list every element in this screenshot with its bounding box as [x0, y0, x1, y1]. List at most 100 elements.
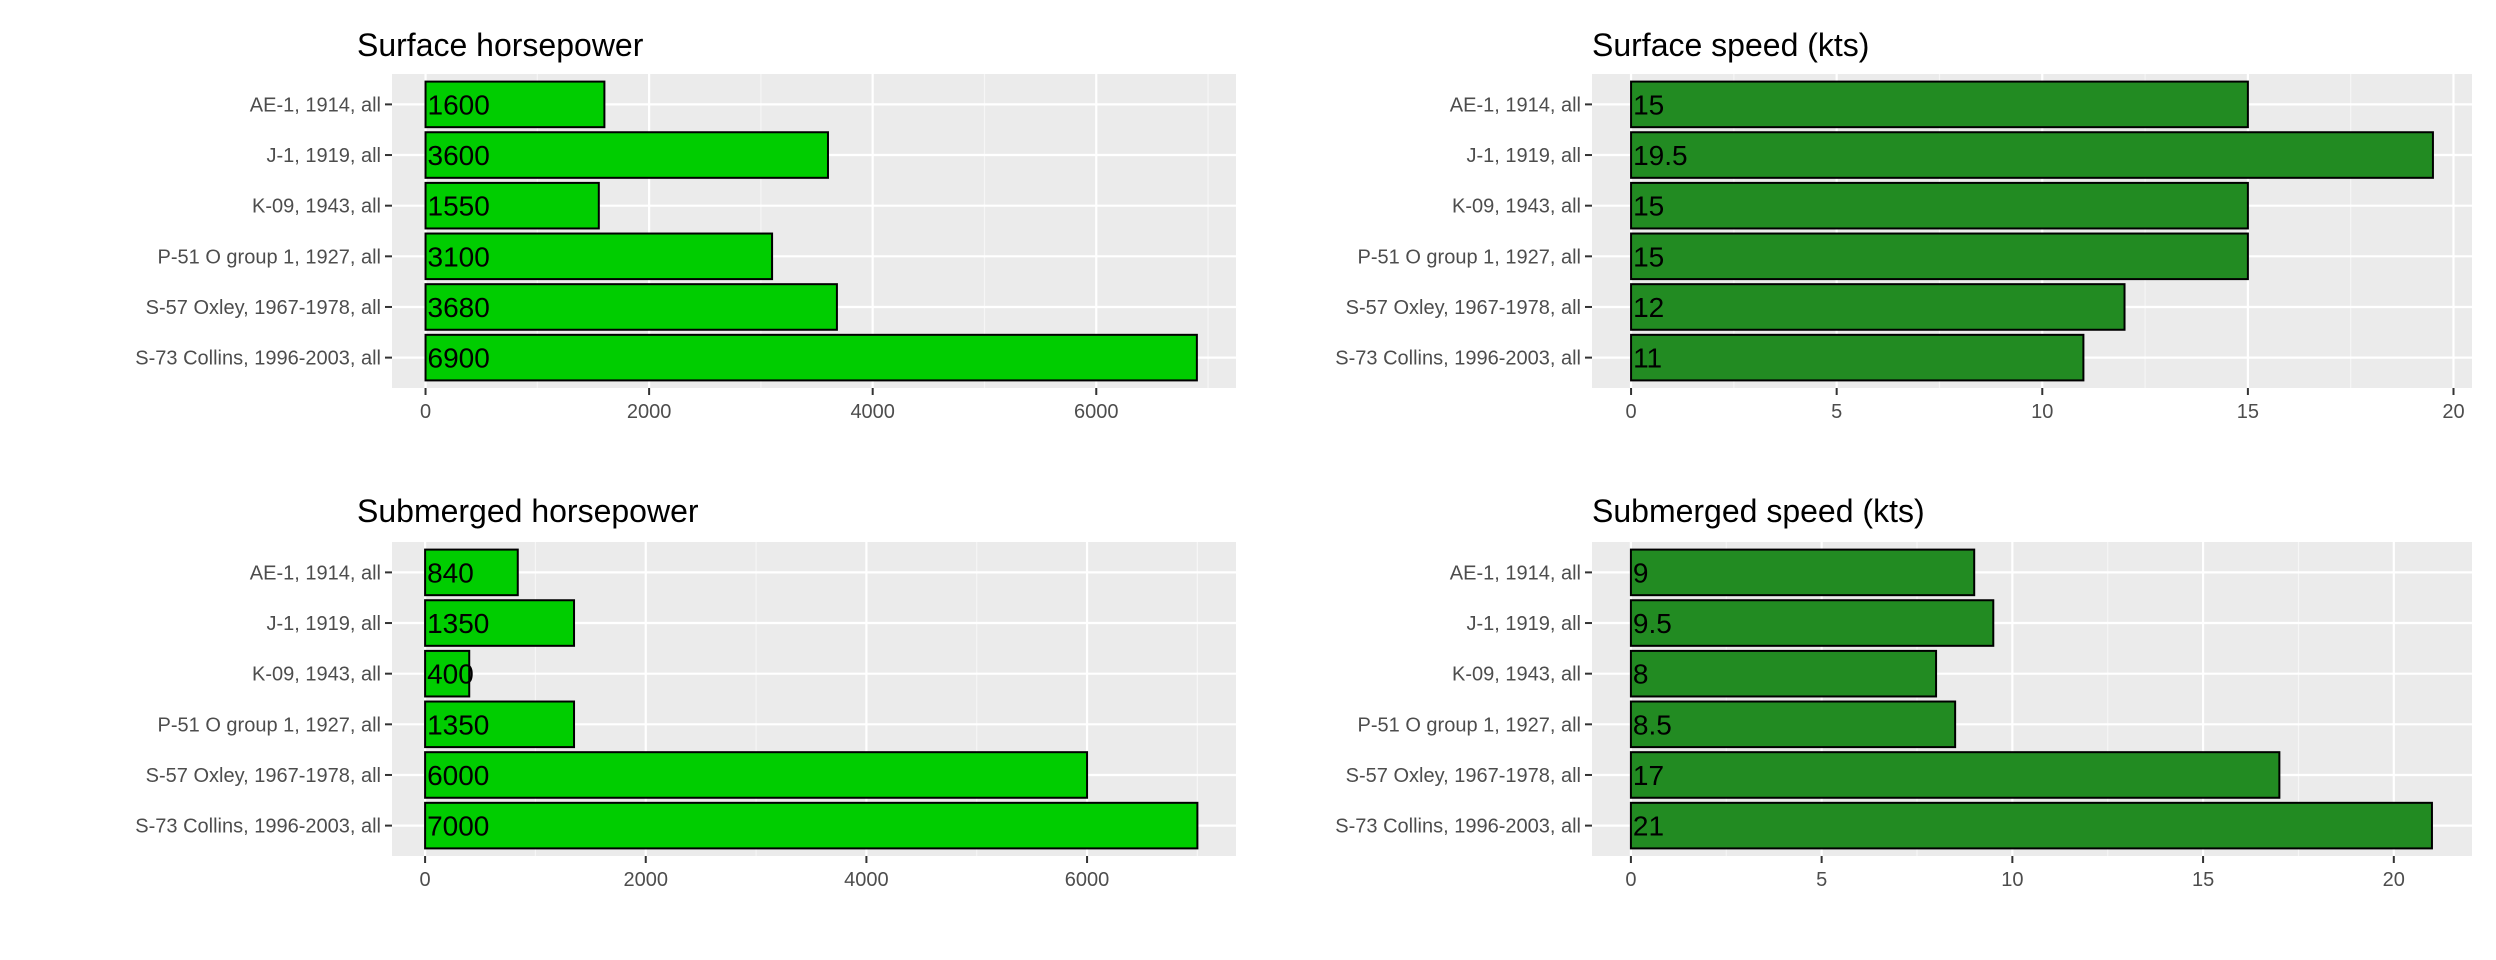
y-tick-label: S-57 Oxley, 1967-1978, all: [146, 297, 381, 319]
bar-value-label: 19.5: [1633, 140, 1688, 171]
y-tick-label: J-1, 1919, all: [1466, 145, 1581, 167]
bar-value-label: 6000: [427, 760, 489, 791]
y-tick-label: AE-1, 1914, all: [250, 562, 381, 584]
y-tick-label: S-73 Collins, 1996-2003, all: [135, 348, 381, 370]
bar: [424, 333, 1198, 382]
chart-title: Surface horsepower: [357, 27, 644, 63]
chart-panel: 15 AE-1, 1914, all 19.5 J-1, 1919, all 15 K-0…: [1335, 27, 2472, 423]
bar-value-label: 1550: [428, 191, 490, 222]
y-tick-label: K-09, 1943, all: [1452, 196, 1581, 218]
bar-value-label: 9: [1633, 557, 1649, 588]
y-tick-label: S-73 Collins, 1996-2003, all: [1335, 348, 1581, 370]
bar-value-label: 12: [1633, 292, 1664, 323]
x-tick-label: 2000: [627, 401, 672, 423]
bar: [1630, 131, 2434, 179]
x-tick-label: 20: [2383, 869, 2405, 891]
x-tick-label: 15: [2237, 401, 2259, 423]
bar: [424, 131, 829, 179]
bar-value-label: 840: [427, 557, 474, 588]
y-tick-label: J-1, 1919, all: [266, 145, 381, 167]
chart-panel: 1600 AE-1, 1914, all 3600 J-1, 1919, all 155…: [135, 27, 1236, 423]
bar: [1629, 700, 1957, 749]
bar-value-label: 9.5: [1633, 608, 1672, 639]
chart-title: Submerged horsepower: [357, 493, 699, 529]
bar-value-label: 6900: [428, 343, 490, 374]
y-tick-label: J-1, 1919, all: [1466, 613, 1581, 635]
bar: [424, 801, 1199, 850]
bar: [1630, 283, 2126, 331]
bar: [424, 80, 606, 129]
bar-value-label: 3600: [428, 140, 490, 171]
bar-value-label: 21: [1633, 811, 1664, 842]
y-tick-label: AE-1, 1914, all: [1450, 562, 1581, 584]
bar-value-label: 3680: [428, 292, 490, 323]
bar: [424, 548, 519, 597]
x-tick-label: 20: [2442, 401, 2464, 423]
x-tick-label: 0: [1626, 401, 1637, 423]
bar-value-label: 3100: [428, 241, 490, 272]
x-tick-label: 5: [1831, 401, 1842, 423]
bar-value-label: 400: [427, 659, 474, 690]
x-tick-label: 10: [2001, 869, 2023, 891]
x-tick-label: 15: [2192, 869, 2214, 891]
bar-value-label: 7000: [427, 811, 489, 842]
x-tick-label: 0: [420, 401, 431, 423]
y-tick-label: AE-1, 1914, all: [250, 94, 381, 116]
chart-title: Submerged speed (kts): [1592, 493, 1925, 529]
bar: [1629, 548, 1976, 597]
y-tick-label: P-51 O group 1, 1927, all: [1358, 714, 1581, 736]
bar-value-label: 15: [1633, 191, 1664, 222]
y-tick-label: S-57 Oxley, 1967-1978, all: [146, 765, 381, 787]
y-tick-label: AE-1, 1914, all: [1450, 94, 1581, 116]
y-tick-label: S-73 Collins, 1996-2003, all: [1335, 816, 1581, 838]
bar: [424, 751, 1089, 799]
bar-value-label: 8: [1633, 659, 1649, 690]
x-tick-label: 0: [420, 869, 431, 891]
y-tick-label: P-51 O group 1, 1927, all: [158, 246, 381, 268]
bar: [1629, 649, 1938, 698]
x-tick-label: 6000: [1074, 401, 1119, 423]
x-tick-label: 4000: [850, 401, 895, 423]
x-tick-label: 6000: [1065, 869, 1110, 891]
bar: [424, 599, 576, 647]
y-tick-label: K-09, 1943, all: [1452, 664, 1581, 686]
bar: [1630, 232, 2249, 281]
bar: [1630, 181, 2249, 230]
bar: [424, 181, 600, 230]
bar-value-label: 15: [1633, 241, 1664, 272]
y-tick-label: S-73 Collins, 1996-2003, all: [135, 816, 381, 838]
y-tick-label: S-57 Oxley, 1967-1978, all: [1346, 765, 1581, 787]
x-tick-label: 10: [2031, 401, 2053, 423]
chart-panel: 840 AE-1, 1914, all 1350 J-1, 1919, all 400 K…: [135, 493, 1236, 891]
bar: [424, 700, 576, 749]
x-tick-label: 0: [1625, 869, 1636, 891]
bar-value-label: 1600: [428, 89, 490, 120]
y-tick-label: S-57 Oxley, 1967-1978, all: [1346, 297, 1581, 319]
bar-value-label: 1350: [427, 709, 489, 740]
y-tick-label: P-51 O group 1, 1927, all: [1358, 246, 1581, 268]
x-tick-label: 2000: [624, 869, 669, 891]
bar-value-label: 11: [1633, 343, 1662, 374]
bar-value-label: 17: [1633, 760, 1664, 791]
bar: [1629, 751, 2281, 799]
y-tick-label: K-09, 1943, all: [252, 196, 381, 218]
y-tick-label: P-51 O group 1, 1927, all: [158, 714, 381, 736]
x-tick-label: 4000: [844, 869, 889, 891]
x-tick-label: 5: [1816, 869, 1827, 891]
bar: [424, 283, 838, 331]
bar-value-label: 8.5: [1633, 709, 1672, 740]
chart-title: Surface speed (kts): [1592, 27, 1869, 63]
bar: [424, 232, 774, 281]
bar: [1630, 80, 2249, 129]
bar: [1629, 801, 2433, 850]
chart-panel: 9 AE-1, 1914, all 9.5 J-1, 1919, all 8 K-09, …: [1335, 493, 2472, 891]
bar: [1629, 599, 1995, 647]
bar-value-label: 15: [1633, 89, 1664, 120]
bar: [1630, 333, 2085, 382]
bar: [424, 649, 471, 698]
bar-value-label: 1350: [427, 608, 489, 639]
y-tick-label: J-1, 1919, all: [266, 613, 381, 635]
y-tick-label: K-09, 1943, all: [252, 664, 381, 686]
